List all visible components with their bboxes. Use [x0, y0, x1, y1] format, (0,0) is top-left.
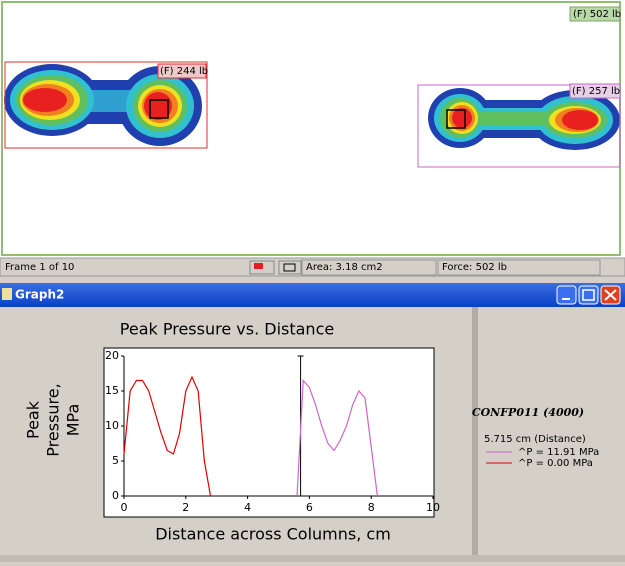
status-force: Force: 502 lb: [442, 262, 507, 273]
legend-entry: ^P = 11.91 MPa: [518, 447, 599, 458]
x-tick-label: 8: [368, 501, 375, 514]
y-tick-label: 20: [105, 349, 119, 362]
x-tick-label: 4: [244, 501, 251, 514]
force-label-box: [569, 6, 621, 22]
status-area: Area: 3.18 cm2: [306, 262, 383, 273]
x-axis-label: Distance across Columns, cm: [155, 525, 391, 544]
status-bar: [0, 257, 625, 277]
status-cell: [437, 259, 601, 276]
x-tick-label: 2: [182, 501, 189, 514]
y-tick-label: 10: [105, 419, 119, 432]
window-title: Graph2: [15, 288, 64, 302]
data-line: [123, 375, 212, 497]
region-force: (F) 244 lb: [160, 66, 208, 77]
status-cell: [301, 259, 437, 276]
cursor-box: [446, 109, 466, 129]
y-tick-label: 5: [112, 454, 119, 467]
x-tick-label: 6: [306, 501, 313, 514]
splitter[interactable]: [472, 307, 478, 555]
pressure-blob-left: [4, 64, 202, 146]
region-right: [417, 84, 621, 168]
total-force: (F) 502 lb: [573, 9, 621, 20]
y-axis-label: Pressure,: [44, 383, 63, 456]
x-tick-label: 10: [426, 501, 440, 514]
chart-title: Peak Pressure vs. Distance: [120, 320, 334, 339]
legend-file: CONFP011 (4000): [472, 406, 584, 419]
title-bar: [0, 283, 625, 307]
x-tick-label: 0: [121, 501, 128, 514]
region-force: (F) 257 lb: [572, 86, 620, 97]
plot-area: [103, 347, 435, 518]
region-left: [4, 61, 208, 149]
y-tick-label: 15: [105, 384, 119, 397]
minimize-button[interactable]: [556, 285, 577, 305]
y-axis-label: MPa: [64, 404, 83, 437]
legend-entry: ^P = 0.00 MPa: [518, 458, 593, 469]
data-line: [296, 379, 378, 497]
y-axis-label: Peak: [24, 400, 43, 439]
pressure-blob-right: [428, 88, 620, 150]
legend-cursor: 5.715 cm (Distance): [484, 434, 586, 445]
region-label-box: [157, 63, 207, 79]
maximize-button[interactable]: [578, 285, 599, 305]
y-tick-label: 0: [112, 489, 119, 502]
status-frame: Frame 1 of 10: [5, 262, 74, 273]
region-label-box: [569, 83, 621, 99]
status-icon[interactable]: [278, 260, 302, 275]
cursor-box: [149, 99, 169, 119]
